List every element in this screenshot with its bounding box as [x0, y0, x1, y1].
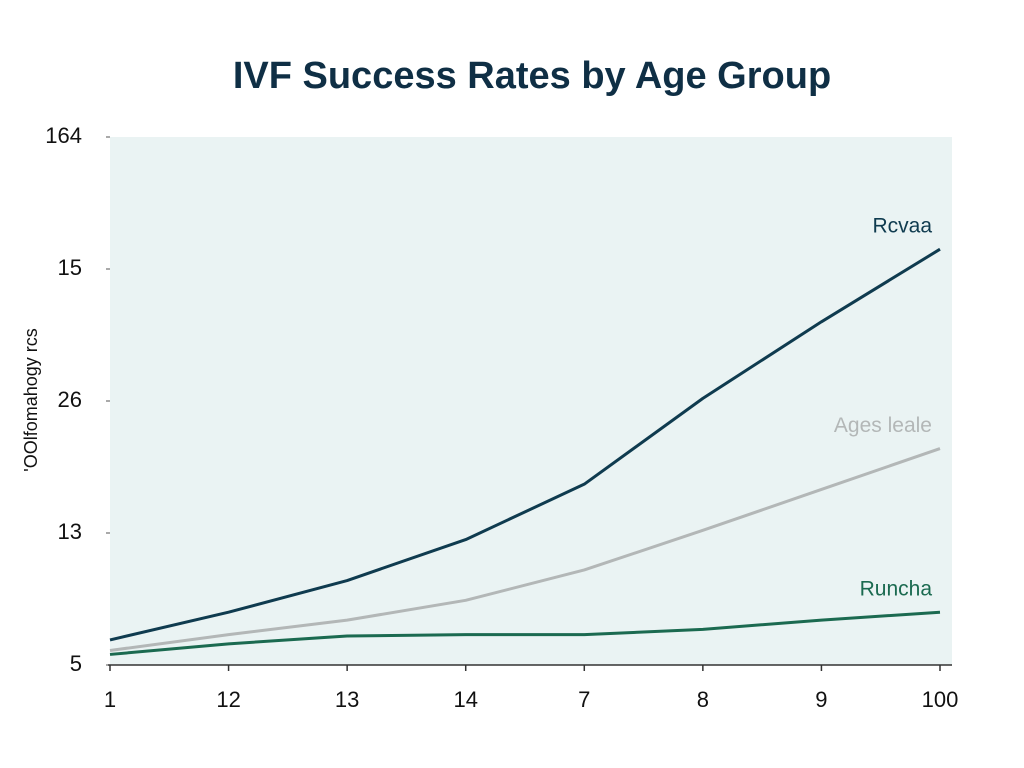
y-tick-label: 15: [58, 255, 82, 280]
y-tick-label: 5: [70, 651, 82, 676]
y-tick-label: 164: [45, 123, 82, 148]
x-tick-label: 1: [104, 687, 116, 712]
series-label: Rcvaa: [872, 215, 932, 238]
series-line: [109, 447, 941, 652]
y-tick-label: 13: [58, 519, 82, 544]
x-tick-label: 14: [453, 687, 477, 712]
x-tick-label: 7: [578, 687, 590, 712]
x-tick-label: 100: [922, 687, 959, 712]
x-tick-label: 13: [335, 687, 359, 712]
x-tick-label: 9: [815, 687, 827, 712]
chart-title: IVF Success Rates by Age Group: [233, 55, 831, 97]
y-axis-label: 'OOlfomahogy rcs: [21, 328, 41, 471]
series-label: Ages leale: [834, 414, 932, 437]
y-tick-label: 26: [58, 387, 82, 412]
x-tick-label: 8: [697, 687, 709, 712]
series-label: Runcha: [860, 578, 933, 601]
series-line: [109, 610, 941, 656]
series-line: [109, 247, 941, 642]
plot-background: [110, 137, 952, 665]
x-tick-label: 12: [216, 687, 240, 712]
